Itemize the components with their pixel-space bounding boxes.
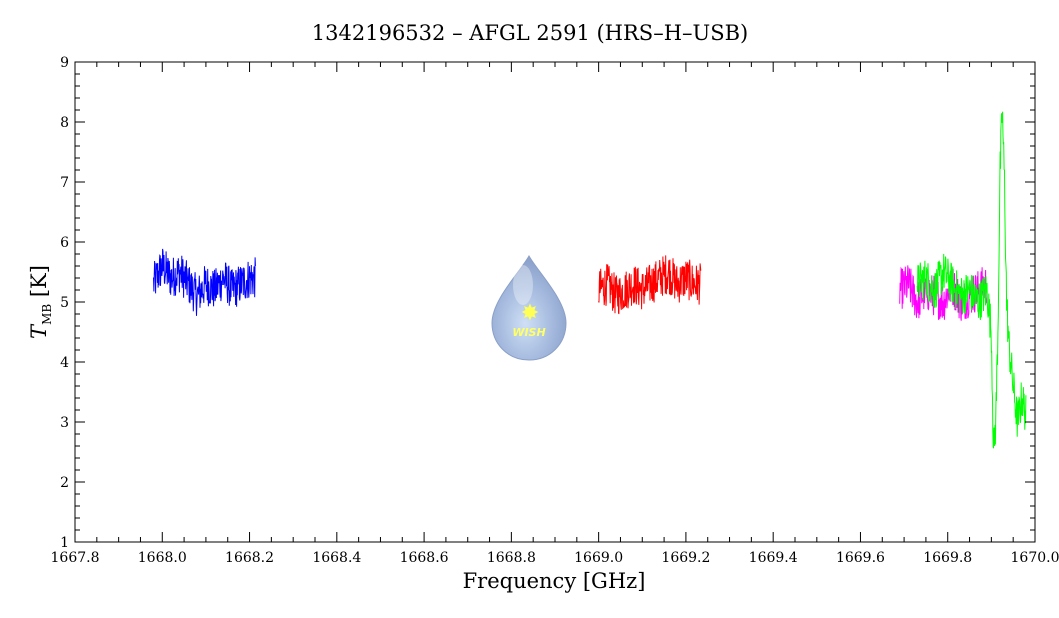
series-3 — [916, 111, 1027, 449]
plot-frame — [74, 61, 1036, 543]
y-tick-label: 1 — [60, 535, 69, 551]
series-line-0 — [153, 248, 256, 316]
series-0 — [153, 248, 256, 316]
series-line-1 — [598, 255, 702, 315]
wish-logo: ✸ WISH — [491, 254, 567, 361]
x-tick-label: 1668.0 — [138, 550, 187, 566]
y-tick-label: 9 — [60, 55, 69, 71]
x-tick-label: 1669.2 — [661, 550, 710, 566]
series-layer — [153, 111, 1027, 449]
x-tick-label: 1669.6 — [836, 550, 885, 566]
y-tick-label: 3 — [60, 415, 69, 431]
x-tick-label: 1669.4 — [749, 550, 798, 566]
logo-star-icon: ✸ — [521, 301, 539, 326]
y-axis-label: TMB [K] — [27, 265, 54, 339]
y-axis-label-main: T — [27, 323, 51, 339]
x-axis-label: Frequency [GHz] — [463, 569, 646, 593]
tick-labels: 1667.8 1668.0 1668.2 1668.4 1668.6 1668.8 1669… — [51, 55, 1059, 566]
y-tick-label: 7 — [60, 175, 69, 191]
y-axis-label-unit: [K] — [27, 265, 51, 304]
logo-wordmark: WISH — [512, 326, 545, 339]
y-tick-label: 5 — [60, 295, 69, 311]
x-tick-label: 1668.4 — [312, 550, 361, 566]
chart-title: 1342196532 – AFGL 2591 (HRS–H–USB) — [312, 21, 748, 45]
y-axis-label-sub: MB — [40, 304, 54, 325]
logo-drop-shape — [491, 254, 567, 361]
x-tick-label: 1668.6 — [400, 550, 449, 566]
x-tick-label: 1667.8 — [51, 550, 100, 566]
y-tick-label: 4 — [60, 355, 69, 371]
x-tick-label: 1668.2 — [225, 550, 274, 566]
y-tick-label: 6 — [60, 235, 69, 251]
series-1 — [598, 255, 702, 315]
x-tick-label: 1668.8 — [487, 550, 536, 566]
x-tick-label: 1669.0 — [574, 550, 623, 566]
y-tick-label: 8 — [60, 115, 69, 131]
series-line-3 — [916, 111, 1027, 449]
tick-marks — [74, 61, 1036, 543]
x-tick-label: 1670.0 — [1011, 550, 1059, 566]
x-tick-label: 1669.8 — [923, 550, 972, 566]
logo-drop-highlight — [513, 265, 533, 305]
y-tick-label: 2 — [60, 475, 69, 491]
